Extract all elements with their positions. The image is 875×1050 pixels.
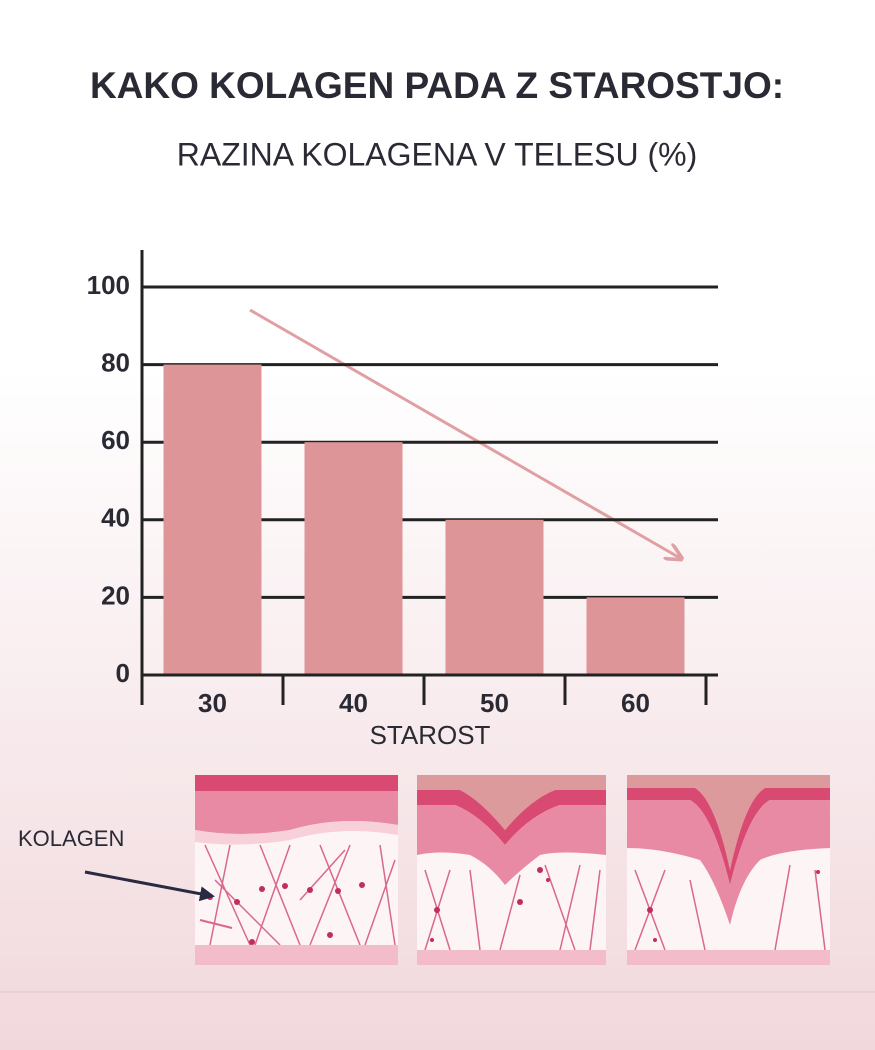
bar	[163, 364, 262, 675]
y-tick-label: 100	[87, 270, 130, 300]
bar	[586, 597, 685, 675]
x-tick-label: 60	[621, 688, 650, 718]
bar	[445, 519, 544, 675]
skin-panel-middle	[417, 775, 606, 965]
bar	[304, 442, 403, 675]
trend-arrow	[249, 308, 680, 558]
y-tick-label: 60	[101, 425, 130, 455]
x-tick-label: 40	[339, 688, 368, 718]
chart-title: KAKO KOLAGEN PADA Z STAROSTJO:	[90, 65, 784, 106]
skin-panel-young	[195, 775, 398, 965]
y-tick-label: 20	[101, 580, 130, 610]
annotation: KOLAGEN	[18, 826, 124, 851]
chart-subtitle: RAZINA KOLAGENA V TELESU (%)	[177, 136, 697, 172]
y-tick-label: 0	[116, 658, 130, 688]
x-axis-label: STAROST	[370, 720, 491, 750]
y-tick-label: 40	[101, 503, 130, 533]
y-tick-label: 80	[101, 347, 130, 377]
x-tick-label: 50	[480, 688, 509, 718]
x-tick-label: 30	[198, 688, 227, 718]
skin-panel-old	[627, 775, 830, 965]
skin-illustrations	[84, 775, 830, 965]
